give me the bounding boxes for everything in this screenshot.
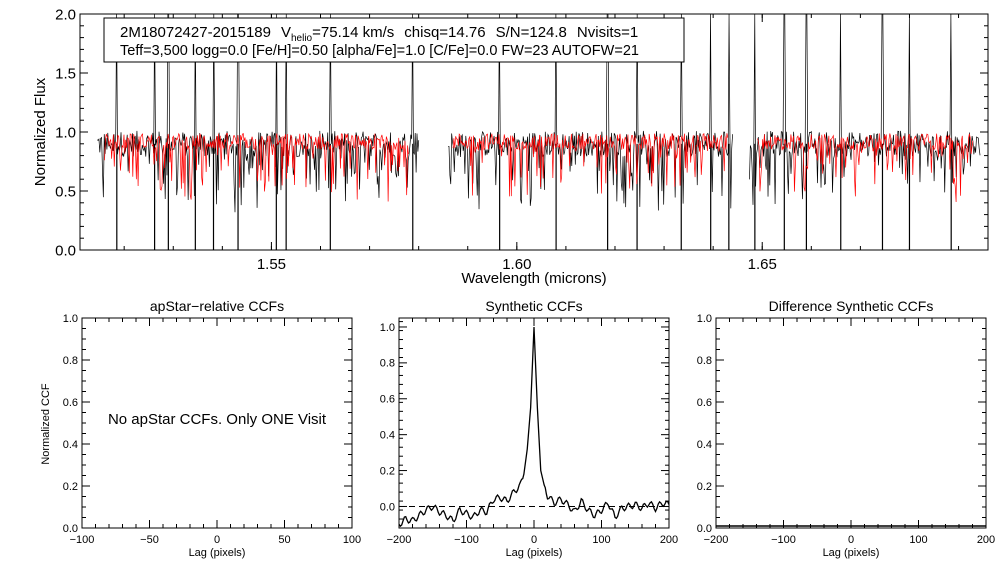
spectrum-x-tick-label: 1.55 [257, 256, 286, 273]
spectrum-y-tick-label: 2.0 [55, 6, 76, 23]
synthetic-ccf-title: Synthetic CCFs [485, 298, 582, 314]
difference-ccf-y-tick-label: 0.4 [697, 439, 712, 451]
synthetic-ccf-x-axis-label: Lag (pixels) [506, 547, 563, 559]
spectrum-info-box [103, 17, 685, 63]
synthetic-ccf-y-tick-label: 1.0 [380, 322, 395, 334]
apstar-ccf-x-tick-label: 100 [343, 534, 361, 546]
apstar-ccf-title: apStar−relative CCFs [150, 298, 284, 314]
synthetic-ccf-ticks: −200 −100 0 100 200 0.0 0.2 0.4 0.6 0.8 1.0 [380, 318, 678, 546]
difference-ccf-y-tick-label: 0.8 [697, 355, 712, 367]
apstar-ccf-x-tick-label: 50 [278, 534, 290, 546]
spectrum-x-axis-label: Wavelength (microns) [461, 270, 606, 287]
apstar-ccf-x-tick-label: −50 [140, 534, 159, 546]
difference-ccf-ticks: −200 −100 0 100 200 0.0 0.2 0.4 0.6 0.8 1.0 [697, 313, 995, 546]
spectrum-y-tick-label: 1.0 [55, 124, 76, 141]
spectrum-lines [96, 13, 981, 250]
synthetic-ccf-x-tick-label: 0 [531, 534, 537, 546]
spectrum-title-line-1: 2M18072427-2015189 Vhelio=75.14 km/s chisq… [120, 24, 638, 44]
apstar-ccf-x-tick-label: −100 [70, 534, 95, 546]
difference-ccf-x-tick-label: −100 [771, 534, 796, 546]
difference-ccf-y-tick-label: 0.6 [697, 397, 712, 409]
apstar-ccf-y-tick-label: 1.0 [63, 313, 78, 325]
spectrum-y-tick-label: 1.5 [55, 65, 76, 82]
apstar-ccf-y-tick-label: 0.8 [63, 355, 78, 367]
difference-ccf-plot-frame [715, 317, 987, 529]
apstar-ccf-panel: −100 −50 0 50 100 0.0 0.2 0.4 0.6 0.8 1.0 apStar−r… [40, 298, 361, 559]
difference-ccf-x-tick-label: 0 [848, 534, 854, 546]
synthetic-ccf-x-tick-label: −100 [454, 534, 479, 546]
apstar-ccf-ticks: −100 −50 0 50 100 0.0 0.2 0.4 0.6 0.8 1.0 [63, 313, 361, 546]
spectrum-panel: 1.55 1.60 1.65 0.0 0.5 1.0 1.5 2.0 2M18072427-2… [32, 6, 989, 287]
synthetic-model-line [104, 132, 974, 202]
apstar-ccf-y-axis-label: Normalized CCF [40, 383, 52, 465]
snr-value: S/N=124.8 [496, 24, 567, 41]
difference-ccf-y-tick-label: 1.0 [697, 313, 712, 325]
difference-ccf-x-tick-label: 200 [977, 534, 995, 546]
vhelio-subscript: helio [291, 33, 313, 44]
difference-ccf-x-tick-label: −200 [704, 534, 729, 546]
spectrum-x-tick-label: 1.65 [748, 256, 777, 273]
synthetic-ccf-x-tick-label: 200 [660, 534, 678, 546]
synthetic-ccf-plot-frame [398, 317, 670, 529]
spectrum-y-tick-label: 0.0 [55, 242, 76, 259]
synthetic-ccf-panel: −200 −100 0 100 200 0.0 0.2 0.4 0.6 0.8 1.0 Synthe… [380, 298, 678, 559]
vhelio-symbol: V [281, 24, 291, 41]
chisq-value: chisq=14.76 [404, 24, 485, 41]
synthetic-ccf-y-tick-label: 0.0 [380, 501, 395, 513]
difference-ccf-y-tick-label: 0.0 [697, 523, 712, 535]
apstar-ccf-y-tick-label: 0.2 [63, 481, 78, 493]
difference-ccf-y-tick-label: 0.2 [697, 481, 712, 493]
no-ccf-annotation: No apStar CCFs. Only ONE Visit [108, 411, 327, 428]
nvisits-value: Nvisits=1 [577, 24, 638, 41]
spectrum-ticks: 1.55 1.60 1.65 0.0 0.5 1.0 1.5 2.0 [55, 6, 988, 273]
spectrum-y-axis-label: Normalized Flux [32, 77, 49, 186]
apstar-ccf-y-tick-label: 0.0 [63, 523, 78, 535]
vhelio-value: =75.14 km/s [312, 24, 394, 41]
apstar-ccf-y-tick-label: 0.6 [63, 397, 78, 409]
spectrum-x-tick-label: 1.60 [502, 256, 531, 273]
difference-ccf-x-tick-label: 100 [909, 534, 927, 546]
apstar-ccf-x-tick-label: 0 [214, 534, 220, 546]
synthetic-ccf-x-tick-label: 100 [592, 534, 610, 546]
synthetic-ccf-y-tick-label: 0.8 [380, 358, 395, 370]
apstar-ccf-y-tick-label: 0.4 [63, 439, 78, 451]
star-id: 2M18072427-2015189 [120, 24, 271, 41]
apstar-ccf-x-axis-label: Lag (pixels) [189, 547, 246, 559]
difference-ccf-panel: −200 −100 0 100 200 0.0 0.2 0.4 0.6 0.8 1.0 Differ… [697, 298, 995, 559]
synthetic-ccf-y-tick-label: 0.4 [380, 430, 395, 442]
synthetic-ccf-x-tick-label: −200 [387, 534, 412, 546]
synthetic-ccf-y-tick-label: 0.6 [380, 394, 395, 406]
difference-ccf-title: Difference Synthetic CCFs [769, 298, 934, 314]
spectrum-title-line-2: Teff=3,500 logg=0.0 [Fe/H]=0.50 [alpha/F… [120, 43, 639, 59]
difference-ccf-x-axis-label: Lag (pixels) [823, 547, 880, 559]
synthetic-ccf-curve [398, 326, 670, 528]
synthetic-ccf-y-tick-label: 0.2 [380, 465, 395, 477]
spectrum-y-tick-label: 0.5 [55, 183, 76, 200]
